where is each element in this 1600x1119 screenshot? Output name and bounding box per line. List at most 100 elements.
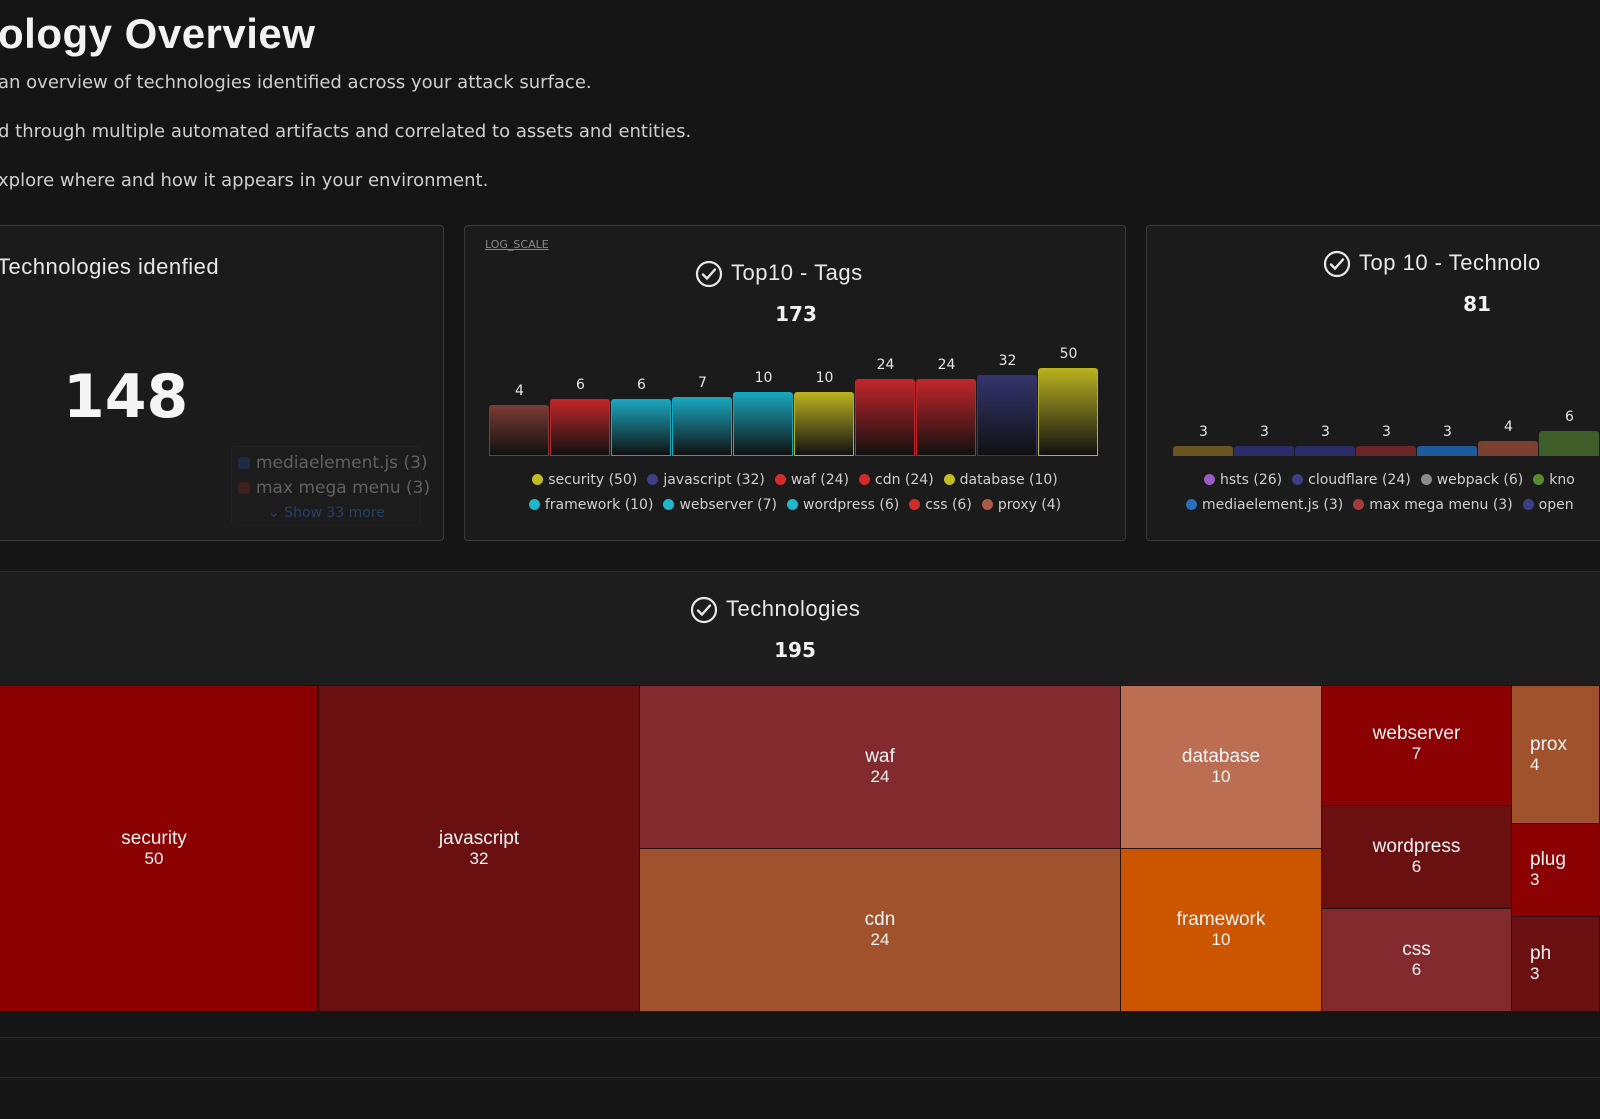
treemap-cell-value: 6 — [1411, 960, 1422, 979]
legend-item[interactable]: open — [1522, 497, 1574, 513]
legend-item[interactable]: hsts (26) — [1204, 472, 1282, 488]
treemap-cell-label: wordpress — [1372, 836, 1461, 857]
legend-swatch — [943, 474, 955, 485]
treemap-cell-label: plug — [1530, 849, 1566, 870]
treemap-cell-value: 10 — [1211, 930, 1231, 949]
bar-value-label: 3 — [1321, 424, 1330, 440]
bar-value-label: 3 — [1382, 424, 1391, 440]
legend-swatch — [909, 499, 921, 510]
legend-label: max mega menu (3) — [1369, 497, 1513, 513]
treemap-cell[interactable]: database 10 — [1120, 685, 1322, 849]
bar[interactable] — [1539, 431, 1599, 456]
section-divider — [0, 571, 1600, 572]
treemap-cell[interactable]: cdn 24 — [639, 848, 1121, 1012]
legend-swatch — [981, 499, 993, 510]
treemap-cell-value: 7 — [1411, 744, 1422, 763]
bar[interactable] — [977, 374, 1037, 456]
legend-label: kno — [1549, 472, 1575, 488]
check-circle-icon — [695, 261, 723, 288]
legend-label: security (50) — [548, 472, 638, 488]
legend-item[interactable]: javascript (32) — [647, 472, 765, 488]
legend-swatch — [647, 474, 659, 485]
legend-item[interactable]: waf (24) — [774, 472, 850, 488]
legend-item[interactable]: cloudflare (24) — [1292, 472, 1411, 488]
bar[interactable] — [794, 391, 854, 456]
log-scale-toggle[interactable]: LOG_SCALE — [485, 238, 549, 251]
bar[interactable] — [1173, 446, 1233, 456]
legend-swatch — [1420, 474, 1432, 485]
legend-item[interactable]: cdn (24) — [859, 472, 934, 488]
top-tags-panel: LOG_SCALE Top10 - Tags 173 4 6 6 7 10 10 24 24 3… — [464, 225, 1126, 541]
legend-item[interactable]: css (6) — [909, 497, 972, 513]
legend-item[interactable]: wordpress (6) — [787, 497, 899, 513]
treemap-cell-label: css — [1402, 939, 1431, 960]
legend-row: hsts (26) cloudflare (24) webpack (6) kno — [1199, 472, 1600, 488]
legend-item[interactable]: proxy (4) — [981, 497, 1062, 513]
treemap-cell[interactable]: ph 3 — [1511, 916, 1600, 1012]
check-circle-icon — [690, 597, 718, 624]
show-more-link[interactable]: ⌄ Show 33 more — [268, 505, 385, 521]
panel-title-text: Top10 - Tags — [731, 260, 863, 285]
treemap-cell[interactable]: security 50 — [0, 685, 318, 1012]
treemap-cell-value: 50 — [144, 848, 164, 868]
legend-label: open — [1538, 497, 1574, 513]
legend-item[interactable]: webpack (6) — [1420, 472, 1524, 488]
mini-legend: mediaelement.js (3) max mega menu (3) ⌄ … — [231, 446, 430, 526]
bar[interactable] — [1234, 446, 1294, 456]
legend-swatch — [238, 457, 250, 469]
bar[interactable] — [916, 378, 976, 456]
bar[interactable] — [733, 391, 793, 456]
bar[interactable] — [489, 405, 549, 456]
bar-value-label: 4 — [1504, 419, 1513, 435]
bar[interactable] — [1295, 446, 1355, 456]
bar-value-label: 24 — [876, 356, 895, 373]
panel-total: 81 — [1463, 292, 1491, 316]
treemap-cell-value: 32 — [469, 848, 489, 868]
legend-item[interactable]: mediaelement.js (3) — [1186, 497, 1343, 513]
treemap-header: Technologies 195 — [0, 572, 1600, 685]
legend-item[interactable]: max mega menu (3) — [238, 478, 430, 498]
treemap-cell[interactable]: waf 24 — [639, 685, 1121, 849]
legend-label: proxy (4) — [997, 497, 1062, 513]
bar[interactable] — [611, 399, 671, 456]
treemap-cell-label: ph — [1530, 943, 1552, 964]
treemap-cell[interactable]: webserver 7 — [1321, 685, 1512, 806]
legend-item[interactable]: kno — [1533, 472, 1575, 488]
bar-value-label: 10 — [754, 369, 773, 386]
treemap-cell[interactable]: javascript 32 — [318, 685, 640, 1012]
legend-row: framework (10) webserver (7) wordpress (6)… — [465, 497, 1125, 513]
legend-label: webpack (6) — [1436, 472, 1524, 488]
legend-item[interactable]: security (50) — [532, 472, 637, 488]
legend-label: waf (24) — [790, 472, 850, 488]
section-divider — [0, 1077, 1600, 1078]
bar[interactable] — [1478, 441, 1538, 456]
treemap-cell[interactable]: framework 10 — [1120, 848, 1322, 1012]
legend-label: hsts (26) — [1220, 472, 1283, 488]
panel-title-text: Top 10 - Technolo — [1359, 250, 1541, 275]
bar[interactable] — [1356, 446, 1416, 456]
bar[interactable] — [1417, 446, 1477, 456]
legend-item[interactable]: mediaelement.js (3) — [238, 453, 428, 473]
bar[interactable] — [1038, 368, 1098, 456]
bar-value-label: 3 — [1199, 424, 1208, 440]
treemap-cell[interactable]: plug 3 — [1511, 823, 1600, 917]
bar[interactable] — [672, 397, 732, 456]
legend-swatch — [528, 499, 540, 510]
legend-swatch — [532, 474, 544, 485]
legend-item[interactable]: framework (10) — [528, 497, 653, 513]
legend-swatch — [1522, 499, 1534, 510]
bar[interactable] — [855, 378, 915, 456]
legend-swatch — [238, 482, 250, 494]
treemap-cell[interactable]: wordpress 6 — [1321, 805, 1512, 909]
bar[interactable] — [550, 399, 610, 456]
legend-item[interactable]: max mega menu (3) — [1353, 497, 1513, 513]
treemap-cell-value: 3 — [1530, 964, 1540, 983]
legend-item[interactable]: webserver (7) — [663, 497, 777, 513]
treemap-cell[interactable]: prox 4 — [1511, 685, 1600, 824]
treemap-cell[interactable]: css 6 — [1321, 908, 1512, 1012]
legend-item[interactable]: database (10) — [943, 472, 1058, 488]
technologies-treemap: security 50 javascript 32 waf 24 cdn 24 database… — [0, 685, 1600, 1012]
top-tech-panel: Top 10 - Technolo 81 3 3 3 3 3 4 6 hsts (26) cl… — [1146, 225, 1600, 541]
treemap-cell-label: database — [1181, 746, 1261, 767]
legend-row: mediaelement.js (3) max mega menu (3) open — [1181, 497, 1600, 513]
